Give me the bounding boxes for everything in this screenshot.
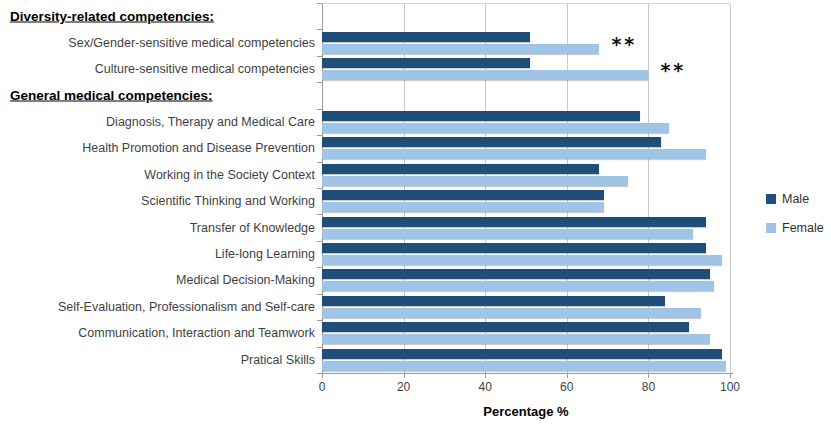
male-bar	[322, 58, 530, 68]
x-axis-tick	[322, 374, 323, 378]
x-tick-label: 80	[642, 380, 655, 394]
female-bar	[322, 308, 701, 318]
x-tick-label: 60	[560, 380, 573, 394]
category-bars	[322, 135, 730, 161]
category-row: Working in the Society Context	[0, 162, 730, 188]
category-label: Life-long Learning	[0, 247, 322, 261]
category-bars	[322, 346, 730, 372]
female-bar	[322, 123, 669, 133]
male-bar	[322, 137, 661, 147]
legend-item-male: Male	[766, 192, 824, 206]
category-label: Communication, Interaction and Teamwork	[0, 326, 322, 340]
female-bar	[322, 255, 722, 265]
female-bar	[322, 202, 604, 212]
x-axis-tick	[404, 374, 405, 378]
category-bars	[322, 188, 730, 214]
male-bar	[322, 217, 706, 227]
section-header-row: General medical competencies:	[0, 82, 730, 108]
category-row: Medical Decision-Making	[0, 267, 730, 293]
x-axis-tick	[730, 374, 731, 378]
category-bars	[322, 214, 730, 240]
gridline	[730, 4, 731, 374]
x-axis-line	[322, 373, 733, 374]
x-tick-label: 100	[720, 380, 740, 394]
legend-swatch-male	[766, 194, 776, 204]
male-bar	[322, 190, 604, 200]
male-bar	[322, 269, 710, 279]
x-axis-title: Percentage %	[483, 404, 568, 419]
category-label: Sex/Gender-sensitive medical competencie…	[0, 36, 322, 50]
male-bar	[322, 296, 665, 306]
male-bar	[322, 32, 530, 42]
male-bar	[322, 111, 640, 121]
legend-swatch-female	[766, 223, 776, 233]
female-bar	[322, 70, 648, 80]
category-label: Transfer of Knowledge	[0, 221, 322, 235]
significance-marker: **	[660, 61, 686, 80]
x-axis-title-wrap: Percentage %	[322, 402, 730, 420]
male-bar	[322, 349, 722, 359]
section-header-row: Diversity-related competencies:	[0, 3, 730, 29]
category-bars	[322, 109, 730, 135]
male-bar	[322, 322, 689, 332]
category-bars	[322, 294, 730, 320]
female-bar	[322, 176, 628, 186]
x-axis-tick	[567, 374, 568, 378]
chart-rows: Diversity-related competencies: Sex/Gende…	[0, 3, 730, 373]
category-row: Self-Evaluation, Professionalism and Sel…	[0, 294, 730, 320]
category-bars: **	[322, 29, 730, 55]
x-tick-label: 40	[479, 380, 492, 394]
category-row: Transfer of Knowledge	[0, 214, 730, 240]
legend-label: Female	[782, 221, 824, 235]
legend: Male Female	[766, 192, 824, 250]
category-bars	[322, 320, 730, 346]
legend-label: Male	[782, 192, 809, 206]
competencies-bar-chart: 0 20 40 60 80 100 Diversity-related competenc…	[0, 0, 831, 427]
category-row: Health Promotion and Disease Prevention	[0, 135, 730, 161]
female-bar	[322, 334, 710, 344]
x-tick-label: 20	[397, 380, 410, 394]
category-row: Diagnosis, Therapy and Medical Care	[0, 109, 730, 135]
female-bar	[322, 281, 714, 291]
category-row: Scientific Thinking and Working	[0, 188, 730, 214]
category-label: Self-Evaluation, Professionalism and Sel…	[0, 300, 322, 314]
significance-marker: **	[611, 35, 637, 54]
category-label: Diagnosis, Therapy and Medical Care	[0, 115, 322, 129]
category-bars	[322, 267, 730, 293]
category-label: Pratical Skills	[0, 353, 322, 367]
male-bar	[322, 164, 599, 174]
section-header: General medical competencies:	[10, 88, 213, 103]
female-bar	[322, 229, 693, 239]
female-bar	[322, 44, 599, 54]
category-label: Culture-sensitive medical competencies	[0, 62, 322, 76]
category-label: Medical Decision-Making	[0, 273, 322, 287]
x-axis-tick	[648, 374, 649, 378]
category-bars	[322, 241, 730, 267]
category-label: Working in the Society Context	[0, 168, 322, 182]
female-bar	[322, 149, 706, 159]
category-bars: **	[322, 56, 730, 82]
category-label: Scientific Thinking and Working	[0, 194, 322, 208]
category-row: Communication, Interaction and Teamwork	[0, 320, 730, 346]
female-bar	[322, 361, 726, 371]
male-bar	[322, 243, 706, 253]
category-row: Pratical Skills	[0, 346, 730, 372]
legend-item-female: Female	[766, 221, 824, 235]
category-row: Life-long Learning	[0, 241, 730, 267]
category-bars	[322, 162, 730, 188]
category-label: Health Promotion and Disease Prevention	[0, 141, 322, 155]
category-row: Culture-sensitive medical competencies **	[0, 56, 730, 82]
x-axis-tick	[485, 374, 486, 378]
category-row: Sex/Gender-sensitive medical competencie…	[0, 29, 730, 55]
x-tick-label: 0	[319, 380, 326, 394]
section-header: Diversity-related competencies:	[10, 9, 214, 24]
